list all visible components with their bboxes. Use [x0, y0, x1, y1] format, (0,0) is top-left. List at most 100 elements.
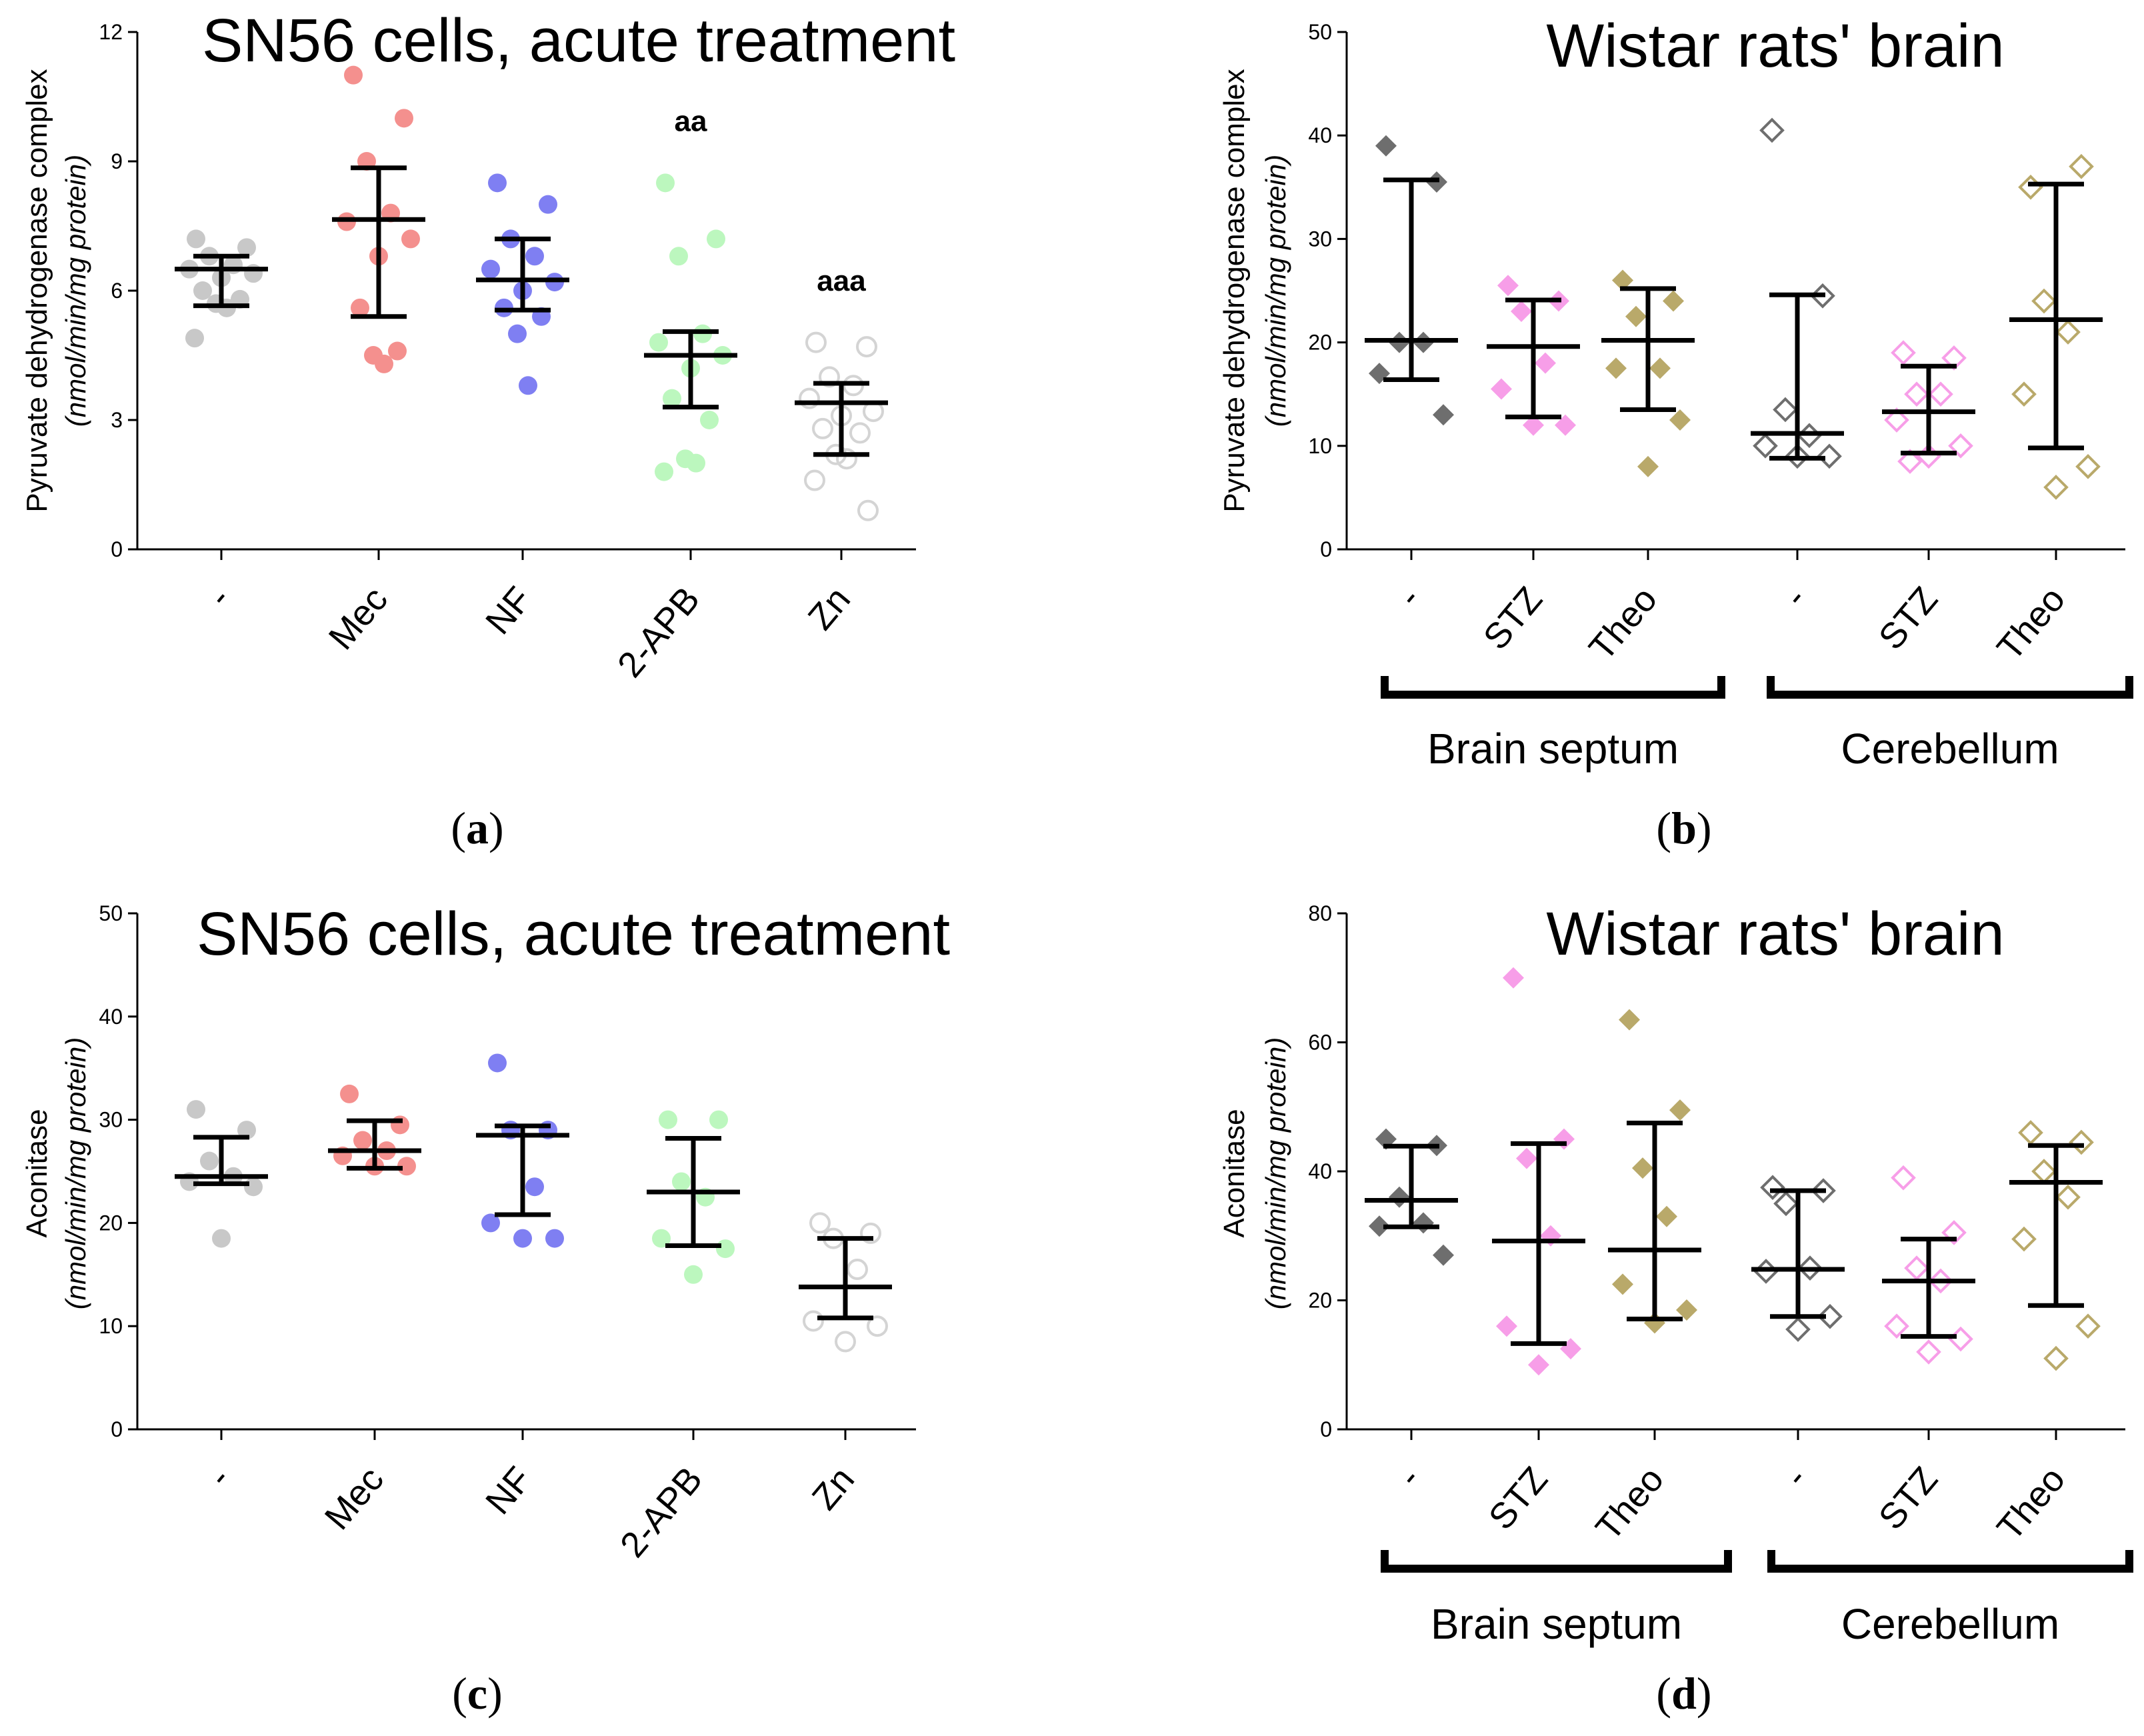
series-b-3 — [1751, 117, 1844, 469]
data-point — [1528, 1354, 1549, 1376]
data-point — [2075, 454, 2101, 479]
data-point — [2069, 1129, 2094, 1155]
data-point — [244, 1177, 263, 1197]
series-a-0 — [175, 229, 268, 348]
data-point — [1759, 117, 1785, 143]
x-tick-label: STZ — [1476, 579, 1551, 657]
data-point — [709, 1110, 728, 1129]
data-point — [1369, 1215, 1390, 1237]
data-point — [200, 1151, 219, 1171]
series-b-1 — [1487, 275, 1580, 436]
y-tick-label: 0 — [1320, 1417, 1332, 1441]
series-c-3 — [647, 1110, 740, 1284]
data-point — [2011, 381, 2037, 407]
data-point — [2055, 319, 2081, 345]
data-point — [856, 336, 877, 358]
series-c-2 — [476, 1053, 569, 1248]
data-point — [867, 1315, 888, 1337]
panel-label: (d) — [1656, 1668, 1711, 1719]
x-tick-label: STZ — [1871, 1459, 1946, 1537]
data-point — [1605, 357, 1627, 379]
data-point — [1797, 1255, 1823, 1281]
y-tick-label: 6 — [111, 279, 123, 303]
x-tick-label: Theo — [1989, 1459, 2073, 1548]
data-point — [1632, 1157, 1653, 1179]
x-tick-label: - — [1777, 1459, 1815, 1494]
data-point — [488, 1053, 507, 1073]
data-point — [212, 1229, 231, 1248]
data-point — [804, 469, 825, 491]
data-point — [1619, 1009, 1640, 1031]
x-tick-label: Theo — [1581, 579, 1665, 668]
x-tick-label: - — [1390, 579, 1429, 614]
data-point — [700, 411, 719, 429]
data-point — [847, 1259, 868, 1281]
group-label: Cerebellum — [1841, 1600, 2059, 1648]
data-point — [1663, 290, 1684, 312]
data-point — [1810, 283, 1835, 309]
y-tick-label: 10 — [1308, 434, 1332, 458]
group-label: Cerebellum — [1841, 725, 2059, 773]
x-tick-label: STZ — [1481, 1459, 1556, 1537]
data-point — [2055, 1184, 2081, 1210]
data-point — [1555, 414, 1576, 436]
group-label: Brain septum — [1431, 1600, 1682, 1648]
data-point — [707, 229, 725, 249]
data-point — [1773, 1191, 1799, 1217]
data-point — [812, 417, 833, 439]
data-point — [351, 298, 369, 317]
data-point — [687, 453, 705, 473]
data-point — [2031, 1159, 2057, 1184]
y-tick-label: 60 — [1308, 1031, 1332, 1055]
data-point — [1413, 1212, 1434, 1234]
x-tick-label: - — [1390, 1459, 1429, 1494]
data-point — [860, 1222, 881, 1244]
panel-label: (a) — [451, 803, 503, 853]
series-d-0 — [1365, 1128, 1458, 1266]
chart-title: Wistar rats' brain — [1546, 12, 2004, 80]
panel-label: (c) — [452, 1668, 503, 1719]
x-tick-label: STZ — [1871, 579, 1946, 657]
data-point — [1941, 345, 1967, 371]
data-point — [481, 259, 500, 279]
chart-title: SN56 cells, acute treatment — [202, 7, 955, 75]
data-point — [836, 448, 857, 470]
data-point — [1553, 1128, 1575, 1150]
data-point — [391, 1115, 409, 1135]
data-point — [1375, 135, 1397, 157]
y-axis-title: Aconitase — [1218, 1109, 1251, 1237]
data-point — [2018, 1120, 2043, 1145]
data-point — [397, 1157, 416, 1176]
group-label: Brain septum — [1427, 725, 1679, 773]
group-bracket: Brain septum — [1381, 676, 1725, 773]
y-axis-units: (nmol/min/mg protein) — [1260, 155, 1291, 427]
data-point — [1904, 1255, 1929, 1281]
data-point — [835, 1331, 856, 1353]
series-c-0 — [175, 1100, 268, 1248]
y-tick-label: 50 — [99, 901, 123, 925]
x-tick-label: 2-APB — [610, 579, 707, 685]
series-a-2 — [476, 173, 569, 395]
data-point — [1433, 404, 1454, 426]
chart-panel-a: SN56 cells, acute treatment 0 3 6 9 12 Pyruvat… — [21, 7, 955, 853]
series-c-4 — [799, 1212, 892, 1353]
y-tick-label: 20 — [1308, 331, 1332, 355]
x-tick-label: - — [1776, 579, 1815, 614]
data-point — [1496, 1315, 1517, 1337]
data-point — [1676, 1299, 1697, 1321]
significance-annotation: aaa — [817, 265, 866, 297]
data-point — [849, 422, 871, 444]
y-tick-label: 30 — [99, 1108, 123, 1132]
data-point — [1760, 1175, 1785, 1201]
chart-panel-b: Wistar rats' brain 0 10 20 30 40 50 Pyruvate de… — [1218, 12, 2133, 853]
data-point — [1753, 433, 1778, 459]
data-point — [1669, 409, 1691, 431]
data-point — [1817, 443, 1842, 469]
y-axis-title: Pyruvate dehydrogenase complex — [1218, 69, 1251, 512]
data-point — [1785, 443, 1810, 469]
data-point — [395, 109, 413, 128]
series-d-2 — [1608, 1009, 1701, 1334]
data-point — [187, 229, 205, 249]
data-point — [1817, 1303, 1843, 1329]
